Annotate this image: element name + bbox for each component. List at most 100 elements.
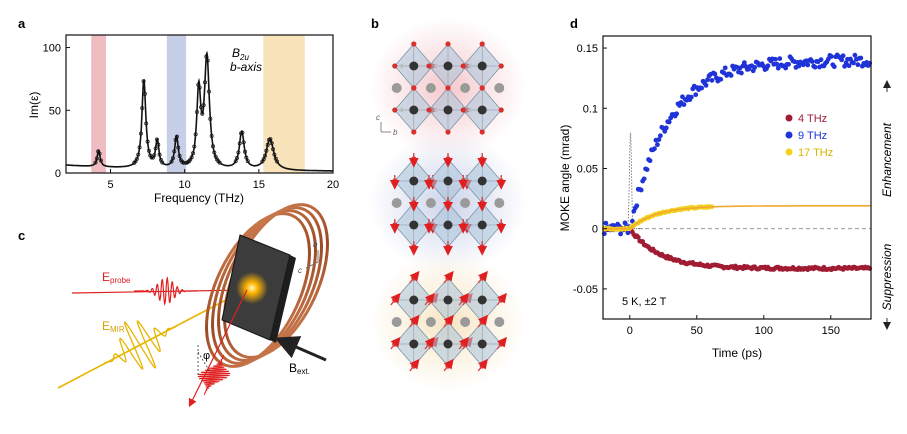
data-point [809, 59, 815, 64]
oxygen-atom [426, 107, 432, 113]
data-point [772, 56, 778, 62]
x-tick-label-a: 10 [179, 179, 191, 191]
spectrum-point [154, 137, 159, 142]
interstitial-atom [460, 83, 471, 93]
coil [205, 203, 329, 368]
panel-b-phonon-modes: c b [370, 18, 526, 392]
data-point [786, 61, 791, 67]
legend-label: 9 THz [798, 130, 827, 142]
data-point [812, 64, 818, 70]
oxygen-atom [445, 41, 451, 47]
metal-atom [443, 220, 453, 230]
data-point [705, 77, 710, 83]
spectrum-point [261, 157, 266, 162]
spectrum-point [169, 159, 174, 164]
spectrum-point [153, 146, 158, 151]
fit-curve [603, 205, 871, 230]
spectrum-point [237, 141, 242, 146]
data-point [858, 55, 864, 61]
data-point [831, 64, 837, 70]
svg-text:b: b [313, 240, 318, 249]
y-axis-label-a: Im(ε) [27, 92, 41, 119]
legend-marker [785, 148, 793, 156]
spectrum-point [146, 148, 151, 153]
data-point [688, 94, 694, 100]
data-point [843, 60, 849, 66]
field-arrow [274, 336, 327, 362]
spectrum-point [140, 106, 145, 111]
data-point [722, 65, 728, 71]
metal-atom [443, 176, 453, 186]
x-axis-label-a: Frequency (THz) [154, 191, 244, 205]
spectrum-point [212, 150, 217, 155]
oxygen-atom [426, 63, 432, 69]
sample-edge [270, 255, 296, 343]
y-tick-label-a: 50 [49, 105, 61, 117]
series-0 [601, 225, 873, 273]
data-point [647, 158, 653, 164]
data-point [652, 146, 657, 152]
axis-indicator-c: b c [298, 240, 319, 275]
crystal-mode-0 [391, 41, 505, 135]
interstitial-atom [494, 317, 505, 327]
oxygen-atom [460, 107, 466, 113]
spectrum-point [204, 54, 209, 59]
x-tick-label-d: 50 [691, 325, 703, 337]
metal-atom [477, 339, 487, 349]
data-point [656, 137, 662, 142]
oxygen-atom [498, 107, 504, 113]
spectrum-point [145, 139, 150, 144]
plot-frame-a [65, 34, 334, 174]
spectrum-point [177, 153, 182, 158]
spectrum-point [192, 144, 197, 149]
y-tick-label-d: 0.1 [583, 103, 598, 115]
data-point [703, 82, 709, 88]
data-point [681, 102, 687, 107]
spectrum-point [211, 144, 215, 149]
x-tick-label-a: 20 [327, 179, 339, 191]
reflected-beam [188, 289, 248, 408]
spectrum-point [138, 131, 143, 136]
mir-pulse [102, 320, 178, 370]
mode-annotation: B2u [232, 46, 249, 62]
metal-atom [443, 105, 453, 115]
data-point [709, 77, 715, 83]
spectrum-point [197, 85, 202, 90]
spectrum-point [195, 109, 199, 114]
interstitial-atom [460, 198, 471, 208]
data-point [629, 218, 635, 224]
interstitial-atom [425, 317, 436, 327]
pump-profile [619, 132, 643, 230]
data-point [718, 76, 724, 82]
spectrum-point [181, 160, 186, 165]
metal-atom [477, 61, 487, 71]
oxygen-atom [411, 129, 417, 135]
y-tick-label-d: 0.05 [577, 163, 598, 175]
data-point [851, 60, 856, 66]
data-point [712, 71, 718, 77]
data-point [663, 125, 669, 131]
probe-pulse [134, 276, 198, 306]
y-tick-label-d: -0.05 [573, 284, 598, 296]
reflected-pulse [197, 354, 231, 396]
crystal-mode-1 [389, 153, 507, 256]
spectrum-point [217, 160, 222, 165]
spectrum-point [244, 155, 249, 160]
spectrum-point [141, 79, 146, 84]
y-tick-label-d: 0 [592, 224, 598, 236]
oxygen-atom [445, 129, 451, 135]
metal-atom [409, 295, 419, 305]
panel-label-a: a [18, 16, 26, 31]
spectrum-point [233, 159, 238, 164]
spectrum-point [207, 89, 211, 94]
spectrum-point [200, 111, 205, 116]
data-point [774, 61, 780, 67]
data-point [752, 65, 758, 70]
enhancement-label: Enhancement [880, 122, 894, 197]
panel-d-moke: 0 50 100 150 -0.05 0 0.05 0.1 0.15 Time (ps) MOK… [558, 35, 894, 360]
metal-atom [477, 105, 487, 115]
data-point [603, 220, 609, 226]
band-0 [91, 35, 107, 173]
data-point [693, 92, 699, 98]
